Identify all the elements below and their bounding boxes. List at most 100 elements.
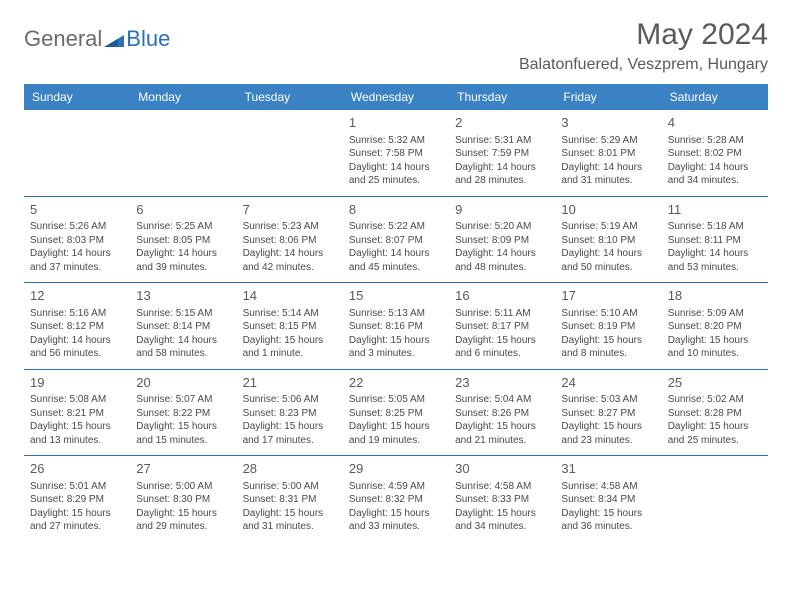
calendar-day-cell: 20Sunrise: 5:07 AMSunset: 8:22 PMDayligh… [130, 369, 236, 456]
sunset-line: Sunset: 8:15 PM [243, 320, 337, 334]
day-number: 8 [349, 201, 443, 219]
sunset-line: Sunset: 8:27 PM [561, 407, 655, 421]
sunrise-line: Sunrise: 5:25 AM [136, 220, 230, 234]
daylight-line: Daylight: 15 hours and 36 minutes. [561, 507, 655, 534]
daylight-line: Daylight: 14 hours and 50 minutes. [561, 247, 655, 274]
calendar-day-cell: 18Sunrise: 5:09 AMSunset: 8:20 PMDayligh… [662, 283, 768, 370]
sunrise-line: Sunrise: 5:15 AM [136, 307, 230, 321]
sunrise-line: Sunrise: 5:11 AM [455, 307, 549, 321]
sunset-line: Sunset: 8:31 PM [243, 493, 337, 507]
sunset-line: Sunset: 8:28 PM [668, 407, 762, 421]
dow-header: Friday [555, 84, 661, 110]
logo-text-blue: Blue [126, 26, 170, 52]
calendar-day-cell: 28Sunrise: 5:00 AMSunset: 8:31 PMDayligh… [237, 456, 343, 542]
calendar-day-cell: 1Sunrise: 5:32 AMSunset: 7:58 PMDaylight… [343, 110, 449, 196]
daylight-line: Daylight: 15 hours and 3 minutes. [349, 334, 443, 361]
header: General Blue May 2024 Balatonfuered, Ves… [24, 18, 768, 74]
sunset-line: Sunset: 8:23 PM [243, 407, 337, 421]
calendar-day-cell: 11Sunrise: 5:18 AMSunset: 8:11 PMDayligh… [662, 196, 768, 283]
location-text: Balatonfuered, Veszprem, Hungary [519, 56, 768, 74]
title-block: May 2024 Balatonfuered, Veszprem, Hungar… [519, 18, 768, 74]
sunset-line: Sunset: 8:30 PM [136, 493, 230, 507]
calendar-day-cell: 22Sunrise: 5:05 AMSunset: 8:25 PMDayligh… [343, 369, 449, 456]
day-number: 6 [136, 201, 230, 219]
sunrise-line: Sunrise: 5:22 AM [349, 220, 443, 234]
sunrise-line: Sunrise: 5:23 AM [243, 220, 337, 234]
day-number: 20 [136, 374, 230, 392]
calendar-day-cell: 31 Sunrise: 4:58 AMSunset: 8:34 PMDayligh… [555, 456, 661, 542]
calendar-empty-cell [237, 110, 343, 196]
calendar-day-cell: 19Sunrise: 5:08 AMSunset: 8:21 PMDayligh… [24, 369, 130, 456]
daylight-line: Daylight: 15 hours and 29 minutes. [136, 507, 230, 534]
sunrise-line: Sunrise: 4:58 AM [561, 480, 655, 494]
sunset-line: Sunset: 8:11 PM [668, 234, 762, 248]
sunset-line: Sunset: 8:09 PM [455, 234, 549, 248]
daylight-line: Daylight: 14 hours and 58 minutes. [136, 334, 230, 361]
calendar-empty-cell [130, 110, 236, 196]
day-number: 11 [668, 201, 762, 219]
daylight-line: Daylight: 14 hours and 28 minutes. [455, 161, 549, 188]
day-number: 9 [455, 201, 549, 219]
sunrise-line: Sunrise: 5:13 AM [349, 307, 443, 321]
calendar-day-cell: 12Sunrise: 5:16 AMSunset: 8:12 PMDayligh… [24, 283, 130, 370]
calendar-day-cell: 3Sunrise: 5:29 AMSunset: 8:01 PMDaylight… [555, 110, 661, 196]
day-number: 31 [561, 460, 655, 478]
daylight-line: Daylight: 15 hours and 31 minutes. [243, 507, 337, 534]
day-number: 18 [668, 287, 762, 305]
calendar-day-cell: 23Sunrise: 5:04 AMSunset: 8:26 PMDayligh… [449, 369, 555, 456]
day-number: 29 [349, 460, 443, 478]
daylight-line: Daylight: 14 hours and 34 minutes. [668, 161, 762, 188]
sunrise-line: Sunrise: 5:05 AM [349, 393, 443, 407]
dow-header: Monday [130, 84, 236, 110]
calendar-empty-cell [24, 110, 130, 196]
day-number: 4 [668, 114, 762, 132]
sunset-line: Sunset: 8:22 PM [136, 407, 230, 421]
sunset-line: Sunset: 8:10 PM [561, 234, 655, 248]
day-number: 21 [243, 374, 337, 392]
daylight-line: Daylight: 14 hours and 37 minutes. [30, 247, 124, 274]
sunrise-line: Sunrise: 5:07 AM [136, 393, 230, 407]
calendar-day-cell: 10Sunrise: 5:19 AMSunset: 8:10 PMDayligh… [555, 196, 661, 283]
daylight-line: Daylight: 14 hours and 56 minutes. [30, 334, 124, 361]
sunrise-line: Sunrise: 5:32 AM [349, 134, 443, 148]
sunrise-line: Sunrise: 4:59 AM [349, 480, 443, 494]
calendar-day-cell: 2Sunrise: 5:31 AMSunset: 7:59 PMDaylight… [449, 110, 555, 196]
sunrise-line: Sunrise: 5:31 AM [455, 134, 549, 148]
daylight-line: Daylight: 14 hours and 31 minutes. [561, 161, 655, 188]
sunset-line: Sunset: 8:01 PM [561, 147, 655, 161]
calendar-week-row: 1Sunrise: 5:32 AMSunset: 7:58 PMDaylight… [24, 110, 768, 196]
calendar-day-cell: 30Sunrise: 4:58 AMSunset: 8:33 PMDayligh… [449, 456, 555, 542]
sunset-line: Sunset: 8:17 PM [455, 320, 549, 334]
sunset-line: Sunset: 8:34 PM [561, 493, 655, 507]
day-number: 26 [30, 460, 124, 478]
sunset-line: Sunset: 8:20 PM [668, 320, 762, 334]
sunset-line: Sunset: 8:33 PM [455, 493, 549, 507]
day-number: 12 [30, 287, 124, 305]
dow-header: Wednesday [343, 84, 449, 110]
sunrise-line: Sunrise: 5:29 AM [561, 134, 655, 148]
daylight-line: Daylight: 15 hours and 23 minutes. [561, 420, 655, 447]
calendar-table: SundayMondayTuesdayWednesdayThursdayFrid… [24, 84, 768, 542]
day-number: 1 [349, 114, 443, 132]
calendar-week-row: 26Sunrise: 5:01 AMSunset: 8:29 PMDayligh… [24, 456, 768, 542]
dow-header: Saturday [662, 84, 768, 110]
calendar-week-row: 5Sunrise: 5:26 AMSunset: 8:03 PMDaylight… [24, 196, 768, 283]
daylight-line: Daylight: 15 hours and 6 minutes. [455, 334, 549, 361]
daylight-line: Daylight: 14 hours and 42 minutes. [243, 247, 337, 274]
calendar-day-cell: 16Sunrise: 5:11 AMSunset: 8:17 PMDayligh… [449, 283, 555, 370]
daylight-line: Daylight: 15 hours and 13 minutes. [30, 420, 124, 447]
day-number: 23 [455, 374, 549, 392]
day-number: 27 [136, 460, 230, 478]
day-number: 5 [30, 201, 124, 219]
daylight-line: Daylight: 14 hours and 48 minutes. [455, 247, 549, 274]
sunrise-line: Sunrise: 5:28 AM [668, 134, 762, 148]
calendar-page: General Blue May 2024 Balatonfuered, Ves… [0, 0, 792, 552]
calendar-day-cell: 5Sunrise: 5:26 AMSunset: 8:03 PMDaylight… [24, 196, 130, 283]
day-number: 2 [455, 114, 549, 132]
calendar-day-cell: 26Sunrise: 5:01 AMSunset: 8:29 PMDayligh… [24, 456, 130, 542]
sunset-line: Sunset: 8:03 PM [30, 234, 124, 248]
calendar-day-cell: 4Sunrise: 5:28 AMSunset: 8:02 PMDaylight… [662, 110, 768, 196]
sunset-line: Sunset: 8:21 PM [30, 407, 124, 421]
sunrise-line: Sunrise: 5:18 AM [668, 220, 762, 234]
daylight-line: Daylight: 15 hours and 21 minutes. [455, 420, 549, 447]
